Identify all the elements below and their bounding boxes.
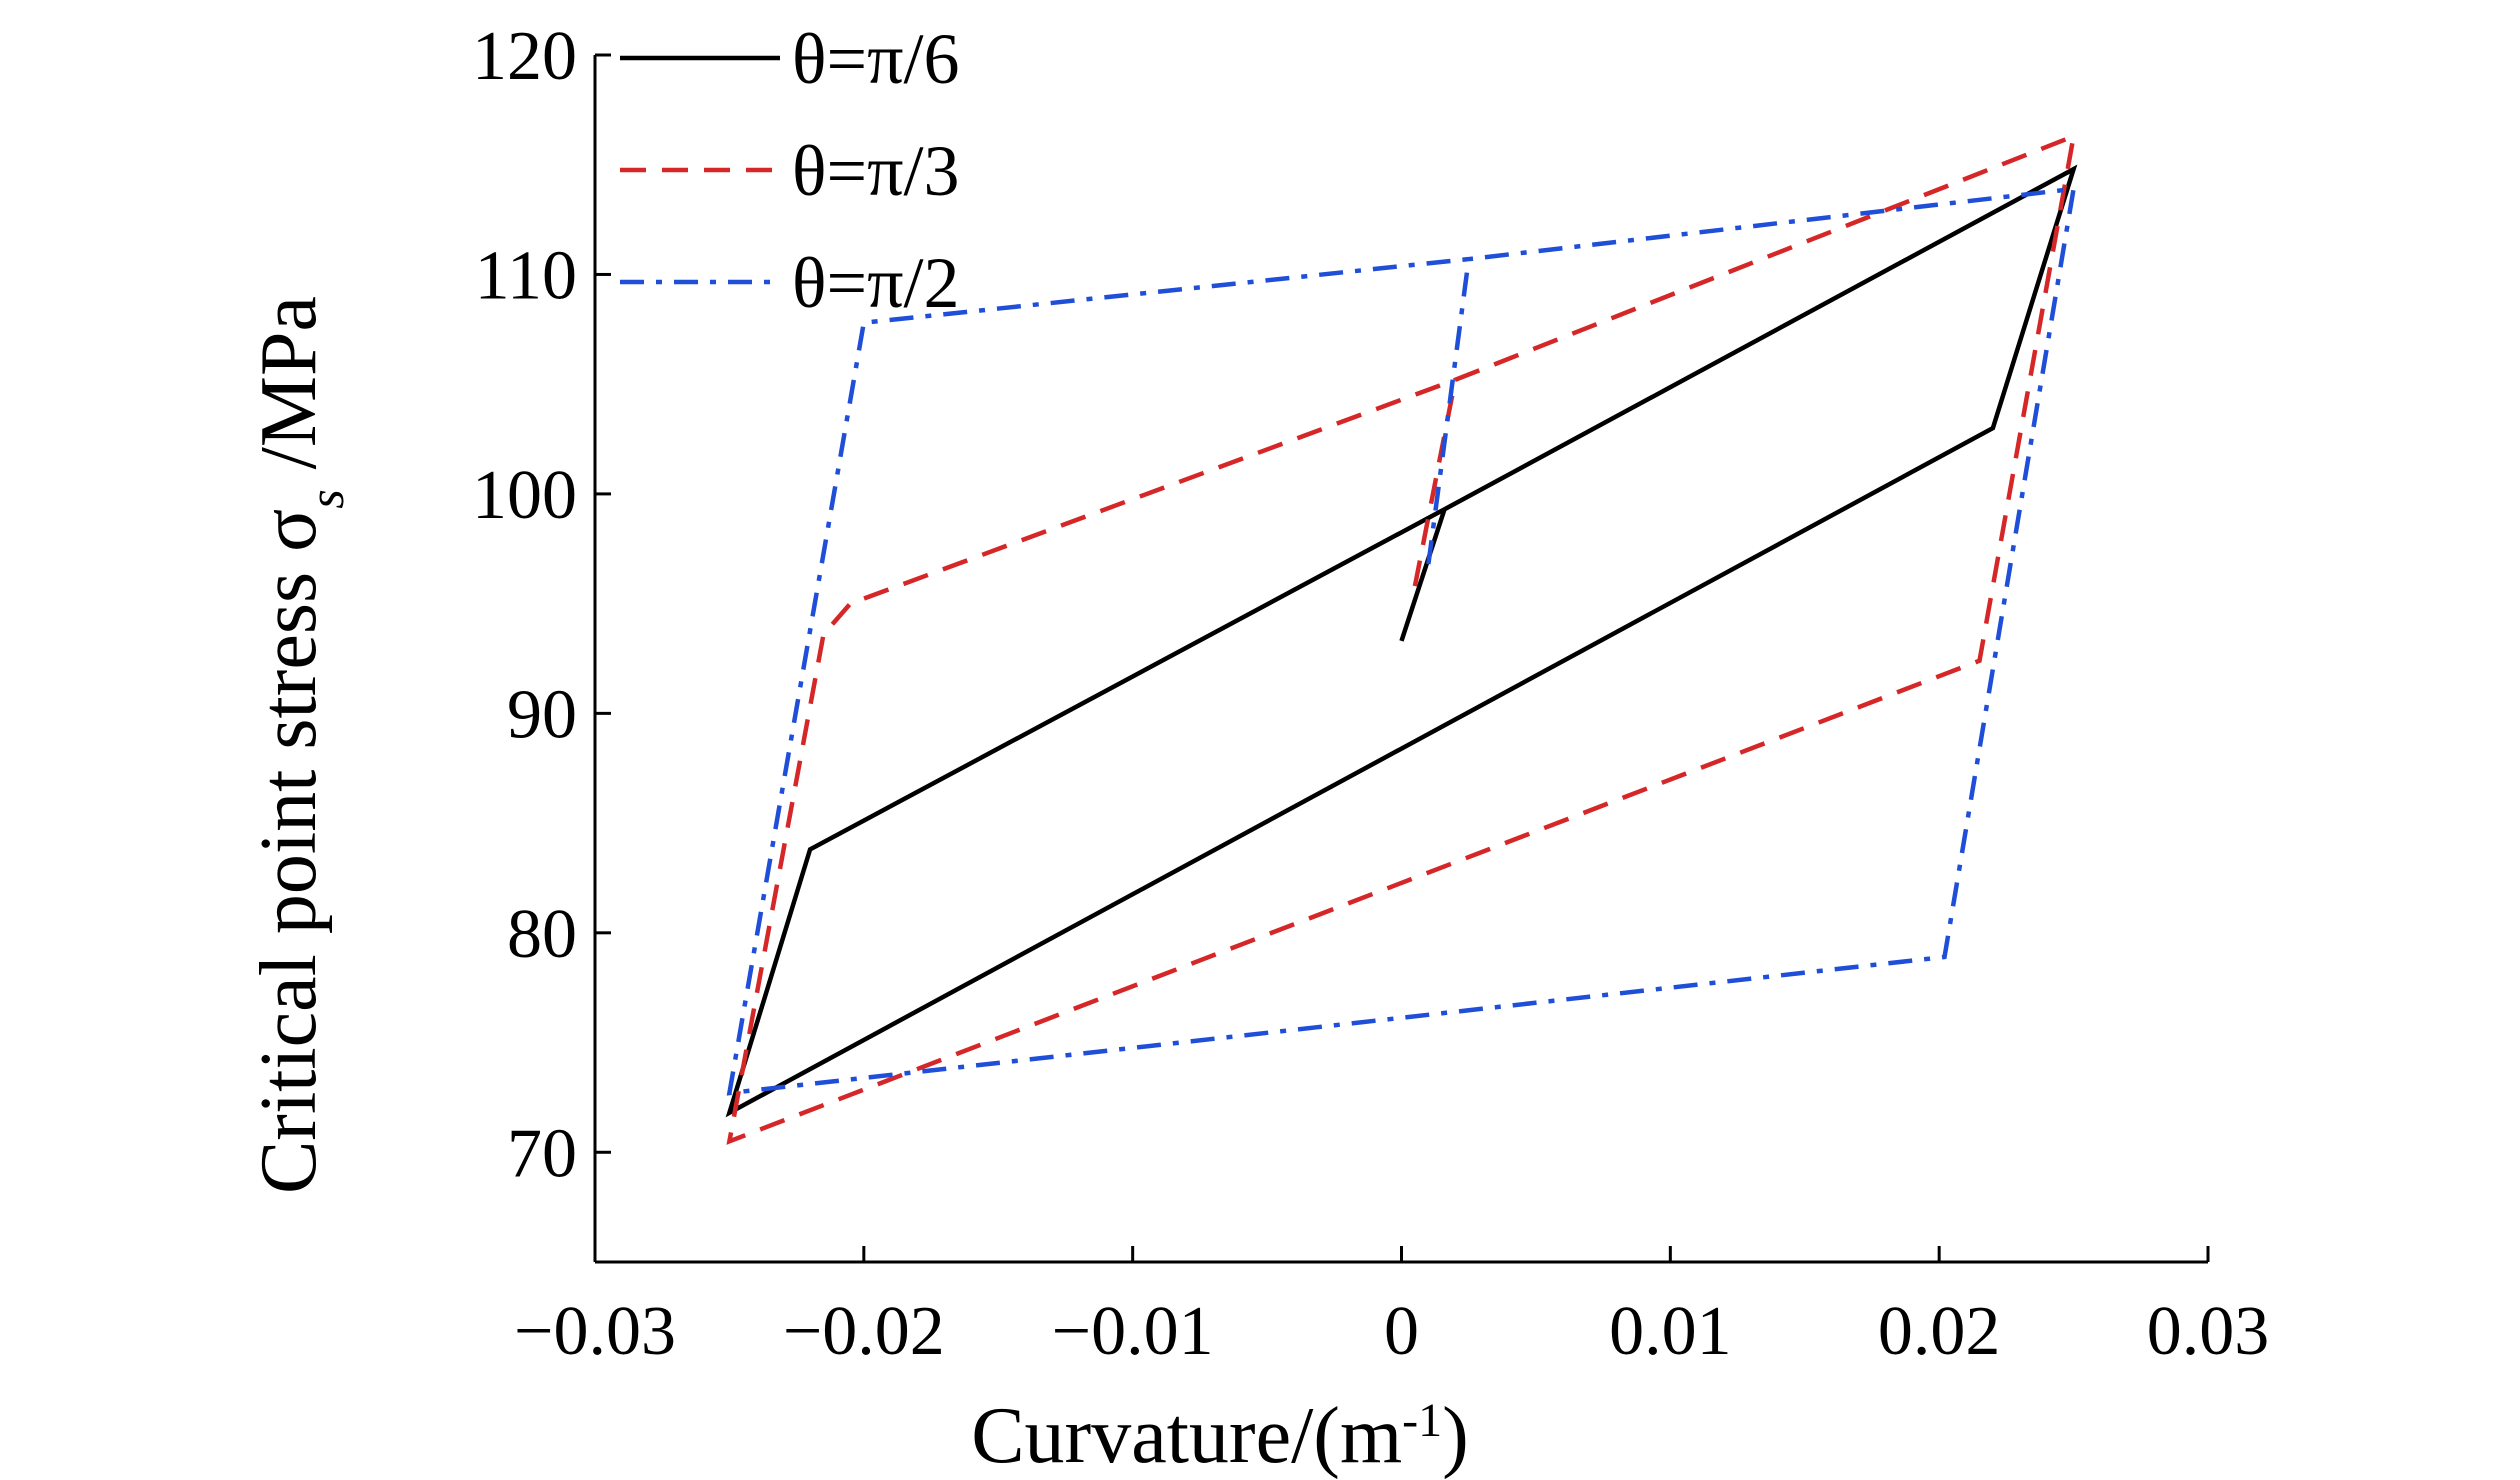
y-axis-label: Critical point stress σs /MPa — [245, 296, 354, 1194]
x-tick-label: −0.02 — [783, 1293, 945, 1370]
x-tick-label: 0.03 — [2147, 1293, 2270, 1370]
series-line-1 — [725, 164, 2078, 1118]
series-line-3 — [726, 186, 2077, 1096]
y-tick-label: 70 — [507, 1115, 577, 1192]
legend-label-3: θ=π/2 — [792, 243, 959, 323]
y-tick-label: 90 — [507, 676, 577, 753]
legend-label-2: θ=π/3 — [792, 131, 959, 211]
x-tick-label: 0 — [1384, 1293, 1419, 1370]
series-line-2 — [726, 132, 2077, 1145]
legend: θ=π/6 θ=π/3 θ=π/2 — [620, 19, 959, 323]
y-tick-label: 120 — [472, 18, 577, 95]
axis-ticks: −0.03 −0.02 −0.01 0 0.01 0.02 0.03 70 80 90 100 110… — [472, 18, 2269, 1370]
x-tick-label: 0.02 — [1878, 1293, 2001, 1370]
y-tick-label: 110 — [475, 237, 577, 314]
x-axis-label: Curvature/(m-1) — [971, 1392, 1469, 1480]
x-tick-label: 0.01 — [1609, 1293, 1732, 1370]
y-tick-label: 100 — [472, 457, 577, 534]
series-layer — [725, 132, 2078, 1145]
x-tick-label: −0.01 — [1052, 1293, 1214, 1370]
legend-label-1: θ=π/6 — [792, 19, 959, 99]
x-tick-label: −0.03 — [514, 1293, 676, 1370]
y-tick-label: 80 — [507, 896, 577, 973]
